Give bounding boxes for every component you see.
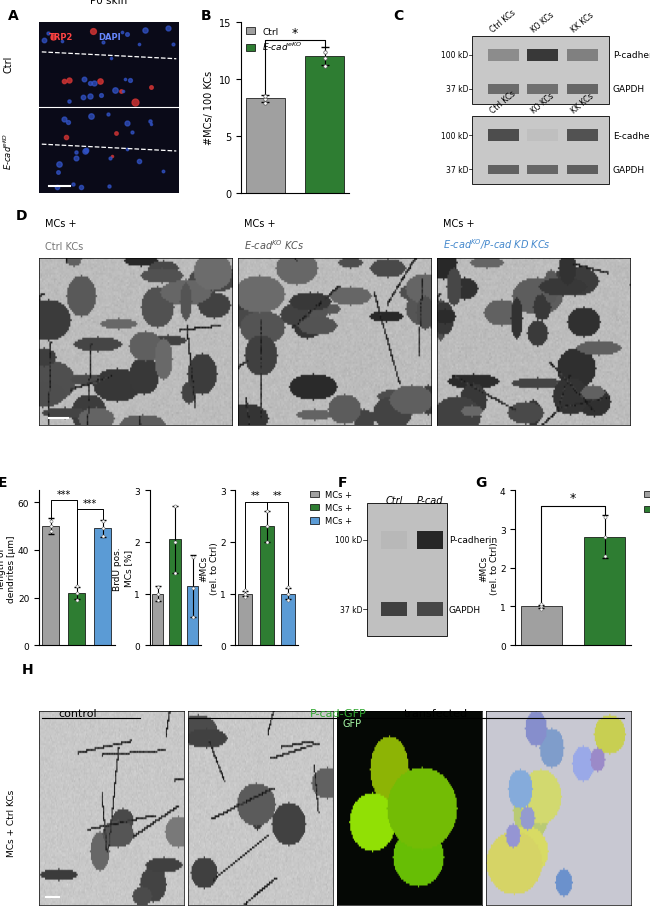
Text: D: D bbox=[16, 209, 27, 222]
Bar bbox=[42, 527, 59, 645]
Bar bbox=[381, 603, 407, 617]
Bar bbox=[246, 99, 285, 194]
Text: KO KCs: KO KCs bbox=[530, 91, 556, 115]
Bar bbox=[260, 527, 274, 645]
Text: P-cad: P-cad bbox=[417, 495, 443, 505]
Legend: Ctrl, $E$-$cad$$^{eKO}$: Ctrl, $E$-$cad$$^{eKO}$ bbox=[246, 28, 302, 53]
Text: 100 kD: 100 kD bbox=[335, 536, 362, 545]
Text: transfected: transfected bbox=[404, 709, 467, 719]
Text: **: ** bbox=[252, 491, 261, 501]
Bar bbox=[187, 586, 198, 645]
Bar bbox=[527, 130, 558, 142]
Text: P-cadherin: P-cadherin bbox=[613, 51, 650, 61]
Bar bbox=[567, 165, 597, 175]
Text: MCs +: MCs + bbox=[443, 219, 474, 229]
Bar bbox=[473, 37, 608, 105]
Legend: MCs + Ctrl CHOs, MCs + $P$-$cad$ CHOs: MCs + Ctrl CHOs, MCs + $P$-$cad$ CHOs bbox=[640, 487, 650, 518]
Text: KK KCs: KK KCs bbox=[569, 11, 595, 35]
Bar bbox=[488, 130, 519, 142]
Bar bbox=[488, 85, 519, 95]
Text: F: F bbox=[338, 475, 348, 489]
Bar bbox=[488, 50, 519, 62]
Text: MCs +: MCs + bbox=[244, 219, 276, 229]
Y-axis label: BrdU pos.
MCs [%]: BrdU pos. MCs [%] bbox=[113, 547, 133, 590]
Text: Ctrl: Ctrl bbox=[385, 495, 403, 505]
Text: **: ** bbox=[273, 491, 282, 501]
Text: 37 kD: 37 kD bbox=[446, 165, 468, 175]
Bar bbox=[567, 130, 597, 142]
Bar bbox=[68, 593, 85, 645]
Text: C: C bbox=[393, 9, 404, 23]
Bar bbox=[94, 528, 111, 645]
Text: E: E bbox=[0, 475, 6, 489]
Text: 100 kD: 100 kD bbox=[441, 51, 468, 61]
Text: MCs +: MCs + bbox=[45, 219, 76, 229]
Text: P0 skin: P0 skin bbox=[90, 0, 127, 6]
Bar bbox=[39, 23, 179, 108]
Text: P-cadherin: P-cadherin bbox=[449, 536, 497, 545]
Text: Ctrl KCs: Ctrl KCs bbox=[489, 8, 517, 35]
Text: P-cad-GFP: P-cad-GFP bbox=[309, 709, 367, 719]
Bar bbox=[239, 594, 252, 645]
Text: B: B bbox=[201, 9, 211, 23]
Text: Ctrl KCs: Ctrl KCs bbox=[489, 89, 517, 115]
Text: 37 kD: 37 kD bbox=[340, 605, 362, 614]
Text: KK KCs: KK KCs bbox=[569, 91, 595, 115]
Text: GAPDH: GAPDH bbox=[613, 165, 645, 175]
Bar bbox=[567, 50, 597, 62]
Text: control: control bbox=[58, 709, 98, 719]
Text: $E$-$cad$$^{eKO}$: $E$-$cad$$^{eKO}$ bbox=[2, 132, 14, 170]
Text: GAPDH: GAPDH bbox=[449, 605, 481, 614]
Bar bbox=[527, 165, 558, 175]
Bar bbox=[152, 594, 163, 645]
Bar bbox=[521, 607, 562, 645]
Legend: MCs + Ctrl KCs, MCs + KO KCs, MCs + KK KCs: MCs + Ctrl KCs, MCs + KO KCs, MCs + KK K… bbox=[307, 487, 391, 529]
Text: A: A bbox=[8, 9, 19, 23]
Text: $E$-$cad$$^{KO}$/P-cad KD KCs: $E$-$cad$$^{KO}$/P-cad KD KCs bbox=[443, 237, 551, 252]
Text: H: H bbox=[21, 662, 33, 676]
Text: KO KCs: KO KCs bbox=[530, 11, 556, 35]
Bar bbox=[281, 594, 295, 645]
Bar bbox=[567, 85, 597, 95]
Y-axis label: #MCs
(rel. to Ctrl): #MCs (rel. to Ctrl) bbox=[479, 542, 499, 595]
Text: G: G bbox=[475, 475, 486, 489]
Bar bbox=[367, 503, 447, 636]
Y-axis label: #MCs
(rel. to Ctrl): #MCs (rel. to Ctrl) bbox=[199, 542, 218, 595]
Text: 100 kD: 100 kD bbox=[441, 131, 468, 141]
Bar bbox=[584, 538, 625, 645]
Bar bbox=[527, 85, 558, 95]
Y-axis label: #MCs/ 100 KCs: #MCs/ 100 KCs bbox=[203, 72, 214, 145]
Text: DAPI: DAPI bbox=[98, 33, 120, 42]
Text: GAPDH: GAPDH bbox=[613, 85, 645, 95]
Text: *: * bbox=[570, 492, 576, 505]
Text: GFP: GFP bbox=[343, 719, 362, 729]
Text: Ctrl KCs: Ctrl KCs bbox=[45, 243, 83, 252]
Bar bbox=[417, 531, 443, 550]
Bar bbox=[381, 531, 407, 550]
Text: MCs + Ctrl KCs: MCs + Ctrl KCs bbox=[7, 789, 16, 857]
Text: Ctrl: Ctrl bbox=[3, 55, 13, 73]
Text: ***: *** bbox=[83, 499, 97, 508]
Text: $E$-$cad$$^{KO}$ KCs: $E$-$cad$$^{KO}$ KCs bbox=[244, 238, 305, 252]
Text: ***: *** bbox=[57, 490, 71, 500]
Bar bbox=[527, 50, 558, 62]
Bar bbox=[417, 603, 443, 617]
Text: *: * bbox=[292, 27, 298, 40]
Y-axis label: length of
dendrites [µm]: length of dendrites [µm] bbox=[0, 535, 16, 602]
Text: 37 kD: 37 kD bbox=[446, 85, 468, 95]
Bar bbox=[488, 165, 519, 175]
Text: TRP2: TRP2 bbox=[49, 33, 73, 42]
Bar bbox=[170, 539, 181, 645]
Text: E-cadherin: E-cadherin bbox=[613, 131, 650, 141]
Bar bbox=[473, 117, 608, 185]
Bar bbox=[39, 109, 179, 194]
Bar bbox=[306, 57, 344, 194]
